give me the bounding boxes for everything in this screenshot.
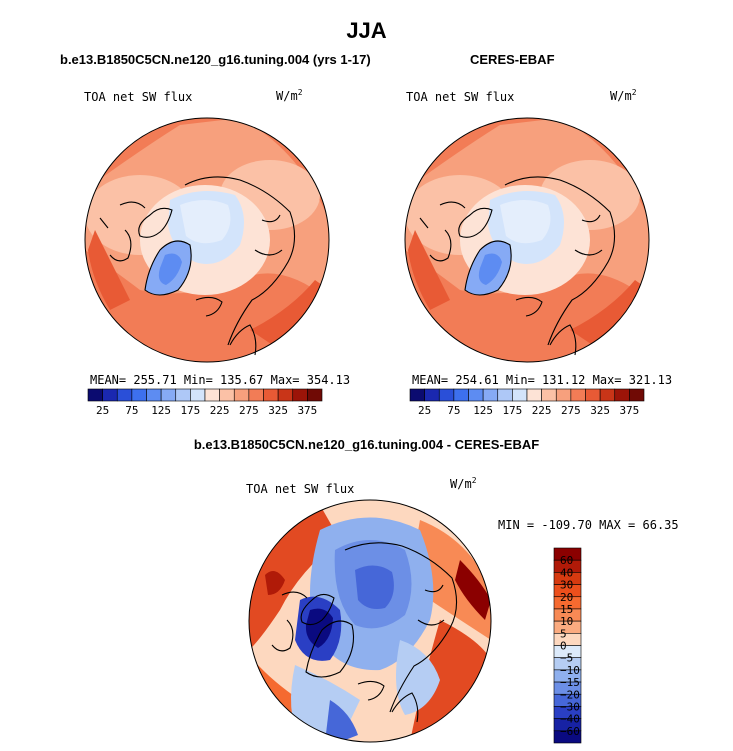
panel-1-units: W/m2 [276, 88, 303, 103]
colorbar-tick-label: 75 [447, 404, 460, 417]
colorbar-box [585, 388, 601, 402]
colorbar-tick-label: 75 [125, 404, 138, 417]
colorbar-box [233, 388, 250, 402]
colorbar-box [555, 388, 572, 402]
panel-3-units: W/m2 [450, 476, 477, 491]
colorbar-box [248, 388, 264, 402]
colorbar-box [614, 388, 630, 402]
colorbar-tick-label: 30 [560, 579, 573, 592]
colorbar-box [438, 388, 455, 402]
colorbar-box [102, 388, 118, 402]
colorbar-tick-label: 225 [532, 404, 552, 417]
colorbar-tick-label: 40 [560, 566, 573, 579]
colorbar-box [629, 388, 645, 402]
colorbar-box [553, 730, 582, 744]
colorbar-tick-label: 275 [239, 404, 259, 417]
colorbar-tick-label: 60 [560, 554, 573, 567]
colorbar-box [424, 388, 440, 402]
colorbar-tick-label: 5 [560, 627, 567, 640]
colorbar-box [175, 388, 191, 402]
colorbar-tick-label: 125 [151, 404, 171, 417]
colorbar-tick-label: 325 [268, 404, 288, 417]
colorbar-box [482, 388, 499, 402]
colorbar-tick-label: 175 [180, 404, 200, 417]
colorbar-tick-label: 325 [590, 404, 610, 417]
page-title: JJA [346, 18, 387, 43]
panel-1-map [84, 117, 330, 363]
colorbar-tick-label: 275 [561, 404, 581, 417]
colorbar-tick-label: −40 [560, 713, 580, 726]
panel-1-variable-label: TOA net SW flux [84, 90, 193, 104]
panel-2-title: CERES-EBAF [470, 52, 555, 67]
colorbar-tick-label: 175 [502, 404, 522, 417]
panel-1-colorbar: 25 75 125 175 225 275 325 375 [87, 388, 323, 417]
colorbar-box [219, 388, 235, 402]
colorbar-box [526, 388, 542, 402]
colorbar-box [570, 388, 586, 402]
colorbar-tick-label: 375 [619, 404, 639, 417]
colorbar-tick-label: 125 [473, 404, 493, 417]
colorbar-box [468, 388, 484, 402]
colorbar-tick-label: 225 [210, 404, 230, 417]
colorbar-box [277, 388, 294, 402]
colorbar-box [116, 388, 133, 402]
colorbar-tick-label: 0 [560, 640, 567, 653]
colorbar-box [204, 388, 220, 402]
colorbar-box [453, 388, 469, 402]
colorbar-tick-label: 10 [560, 615, 573, 628]
colorbar-box [497, 388, 513, 402]
panel-3-title: b.e13.B1850C5CN.ne120_g16.tuning.004 - C… [193, 437, 540, 452]
colorbar-box [409, 388, 425, 402]
panel-3-stats: MIN = -109.70 MAX = 66.35 [498, 518, 679, 532]
colorbar-box [190, 388, 206, 402]
panel-2-map [404, 117, 650, 363]
colorbar-tick-label: 20 [560, 591, 573, 604]
colorbar-tick-label: 375 [297, 404, 317, 417]
colorbar-box [292, 388, 308, 402]
colorbar-tick-label: −5 [560, 652, 573, 665]
panel-2-units: W/m2 [610, 88, 637, 103]
panel-2-variable-label: TOA net SW flux [406, 90, 515, 104]
colorbar-box [146, 388, 162, 402]
colorbar-tick-label: −30 [560, 700, 580, 713]
panel-1-title: b.e13.B1850C5CN.ne120_g16.tuning.004 (yr… [60, 52, 371, 67]
colorbar-tick-label: 25 [96, 404, 109, 417]
colorbar-box [541, 388, 557, 402]
colorbar-box [512, 388, 528, 402]
colorbar-box [160, 388, 177, 402]
colorbar-box [263, 388, 279, 402]
colorbar-tick-label: −10 [560, 664, 580, 677]
panel-2-stats: MEAN= 254.61 Min= 131.12 Max= 321.13 [412, 373, 673, 387]
panel-3-variable-label: TOA net SW flux [246, 482, 355, 496]
colorbar-tick-label: −20 [560, 688, 580, 701]
colorbar-box [307, 388, 323, 402]
colorbar-box [599, 388, 616, 402]
colorbar-box [553, 633, 582, 646]
panel-1-stats: MEAN= 255.71 Min= 135.67 Max= 354.13 [90, 373, 351, 387]
panel-2-colorbar: 25 75 125 175 225 275 325 375 [409, 388, 645, 417]
colorbar-tick-label: −60 [560, 725, 580, 738]
panel-3-map [248, 499, 492, 743]
colorbar-tick-label: 15 [560, 603, 573, 616]
colorbar-box [87, 388, 103, 402]
colorbar-tick-label: 25 [418, 404, 431, 417]
colorbar-tick-label: −15 [560, 676, 580, 689]
colorbar-box [131, 388, 147, 402]
